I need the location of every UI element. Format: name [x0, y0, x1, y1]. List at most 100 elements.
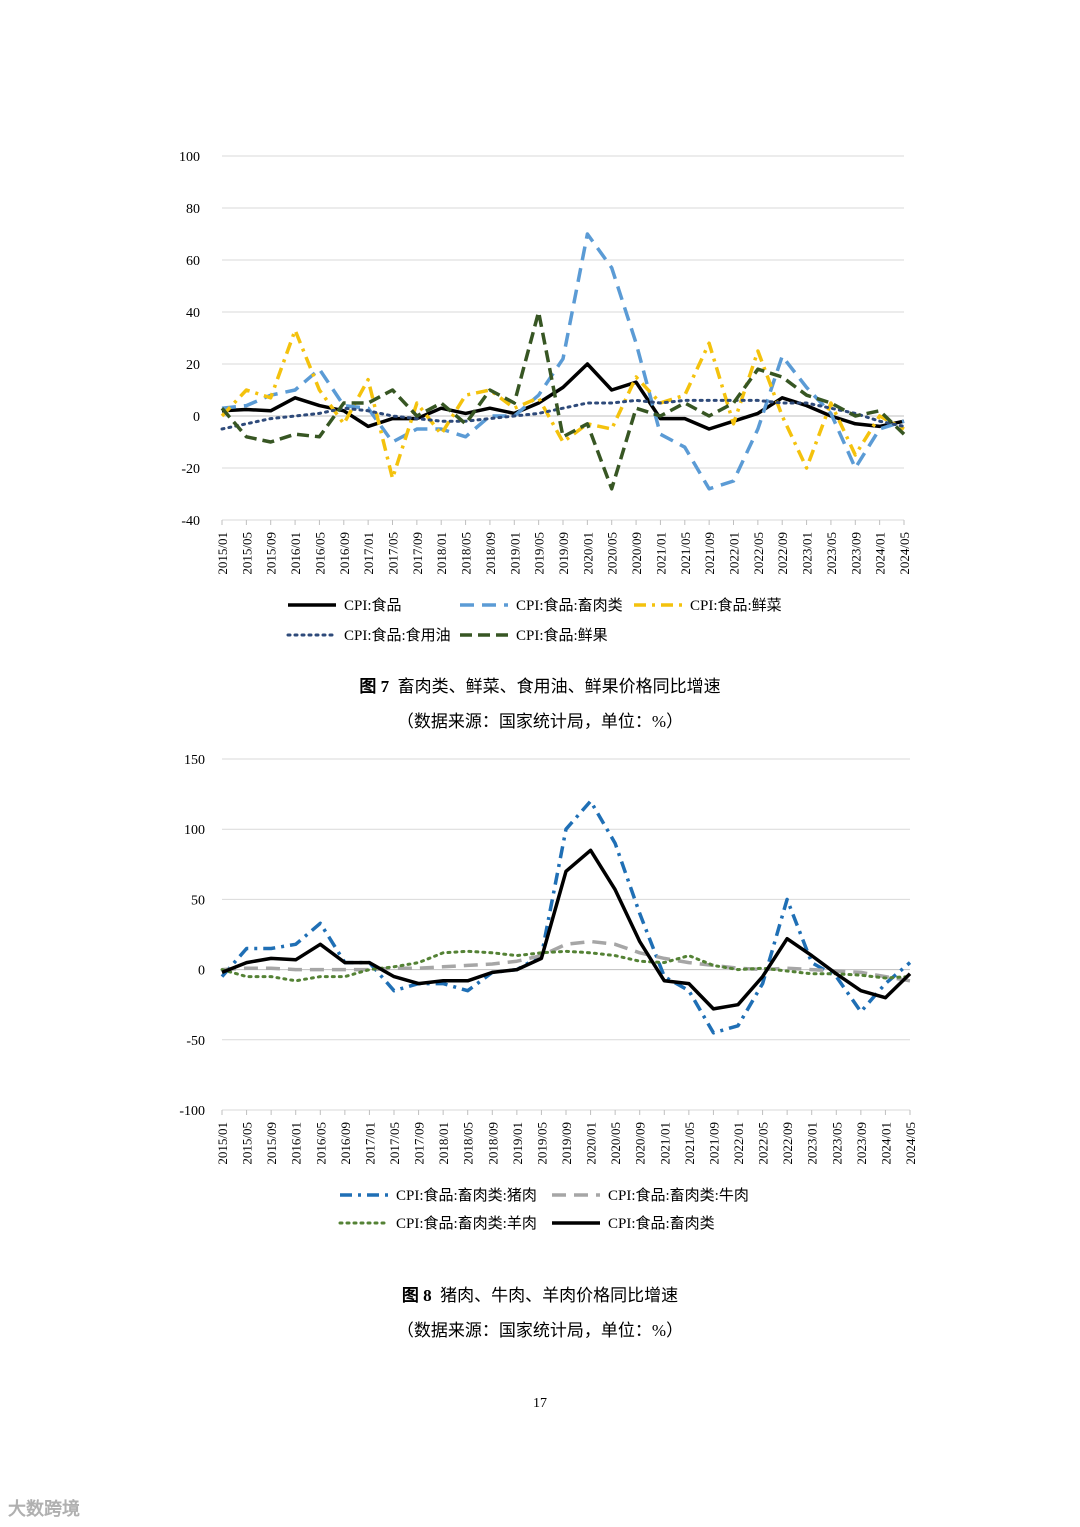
y-tick-label: 20 — [186, 358, 200, 373]
figure-8-title: 猪肉、牛肉、羊肉价格同比增速 — [440, 1286, 679, 1305]
x-tick-label: 2016/01 — [289, 1122, 304, 1165]
x-tick-label: 2018/05 — [459, 532, 474, 575]
x-tick-label: 2018/09 — [485, 1122, 500, 1165]
x-tick-label: 2020/05 — [605, 532, 620, 575]
x-tick-label: 2016/09 — [338, 1122, 353, 1165]
x-tick-label: 2022/09 — [775, 532, 790, 575]
x-tick-label: 2019/01 — [507, 532, 522, 575]
x-tick-label: 2015/01 — [215, 1122, 230, 1165]
x-tick-label: 2018/09 — [483, 532, 498, 575]
y-tick-label: -40 — [181, 514, 200, 529]
x-tick-label: 2020/09 — [629, 532, 644, 575]
watermark-logo: 大数跨境 — [8, 1499, 80, 1519]
x-tick-label: 2016/05 — [312, 532, 327, 575]
legend-label: CPI:食品:食用油 — [344, 627, 451, 644]
y-tick-label: 0 — [198, 964, 205, 979]
x-tick-label: 2020/05 — [608, 1122, 623, 1165]
x-tick-label: 2022/05 — [756, 1122, 771, 1165]
chart-figure-7: -40 -20 0 20 40 60 80 100 2015/01 2015/05 2015/09 2… — [179, 150, 912, 644]
x-tick-label: 2023/01 — [800, 532, 815, 575]
x-tick-label: 2022/01 — [727, 532, 742, 575]
series-line-3 — [220, 328, 905, 481]
legend-label: CPI:食品:鲜菜 — [690, 597, 782, 614]
x-tick-label: 2021/09 — [702, 532, 717, 575]
y-tick-label: -20 — [181, 462, 200, 477]
x-tick-label: 2015/09 — [264, 1122, 279, 1165]
x-tick-label: 2015/01 — [215, 532, 230, 575]
x-tick-label: 2015/09 — [264, 532, 279, 575]
x-tick-label: 2023/09 — [854, 1122, 869, 1165]
x-tick-label: 2024/01 — [873, 532, 888, 575]
x-tick-label: 2021/05 — [682, 1122, 697, 1165]
x-tick-label: 2017/01 — [361, 532, 376, 575]
figure-7-source: （数据来源：国家统计局，单位：%） — [396, 712, 684, 731]
x-tick-label: 2023/01 — [805, 1122, 820, 1165]
x-tick-label: 2019/09 — [559, 1122, 574, 1165]
legend-label: CPI:食品 — [344, 597, 402, 614]
series-line-2 — [221, 939, 911, 983]
x-tick-label: 2017/01 — [362, 1122, 377, 1165]
x-tick-label: 2016/05 — [313, 1122, 328, 1165]
figure-7-number: 图 7 — [359, 677, 390, 696]
figure-7-title: 畜肉类、鲜菜、食用油、鲜果价格同比增速 — [397, 677, 721, 696]
x-tick-label: 2019/01 — [510, 1122, 525, 1165]
x-tick-label: 2020/09 — [633, 1122, 648, 1165]
y-tick-label: 40 — [186, 306, 200, 321]
x-tick-label: 2020/01 — [584, 1122, 599, 1165]
legend-label: CPI:食品:畜肉类:羊肉 — [396, 1215, 537, 1232]
x-tick-label: 2018/01 — [436, 1122, 451, 1165]
x-tick-label: 2024/01 — [878, 1122, 893, 1165]
x-tick-label: 2017/05 — [386, 532, 401, 575]
y-tick-label: 80 — [186, 202, 200, 217]
x-tick-label: 2017/09 — [410, 532, 425, 575]
x-tick-label: 2023/05 — [829, 1122, 844, 1165]
x-tick-label: 2017/05 — [387, 1122, 402, 1165]
series-line-2 — [221, 232, 905, 491]
x-tick-label: 2019/05 — [534, 1122, 549, 1165]
x-tick-label: 2015/05 — [239, 532, 254, 575]
x-tick-label: 2019/09 — [556, 532, 571, 575]
page-number: 17 — [533, 1396, 547, 1411]
x-tick-label: 2023/09 — [848, 532, 863, 575]
x-tick-label: 2018/01 — [434, 532, 449, 575]
legend-label: CPI:食品:畜肉类 — [608, 1215, 715, 1232]
series-line-3 — [220, 949, 912, 983]
y-tick-label: 60 — [186, 254, 200, 269]
legend-label: CPI:食品:畜肉类 — [516, 597, 623, 614]
x-tick-label: 2020/01 — [580, 532, 595, 575]
x-tick-label: 2024/05 — [897, 532, 912, 575]
y-tick-label: 100 — [179, 150, 200, 165]
x-tick-label: 2022/01 — [731, 1122, 746, 1165]
y-tick-label: -100 — [179, 1104, 205, 1119]
x-tick-label: 2023/05 — [824, 532, 839, 575]
x-tick-label: 2019/05 — [532, 532, 547, 575]
legend-label: CPI:食品:畜肉类:猪肉 — [396, 1187, 537, 1204]
y-tick-label: 100 — [184, 823, 205, 838]
legend-label: CPI:食品:鲜果 — [516, 627, 608, 644]
x-tick-label: 2017/09 — [412, 1122, 427, 1165]
x-tick-label: 2021/01 — [653, 532, 668, 575]
series-line-4 — [220, 398, 906, 431]
legend-label: CPI:食品:畜肉类:牛肉 — [608, 1187, 749, 1204]
x-tick-label: 2021/05 — [678, 532, 693, 575]
y-tick-label: 0 — [193, 410, 200, 425]
figure-7-caption: 图 7 畜肉类、鲜菜、食用油、鲜果价格同比增速 — [0, 672, 1080, 697]
figure-8-number: 图 8 — [401, 1286, 432, 1305]
x-tick-label: 2015/05 — [240, 1122, 255, 1165]
chart-figure-8: -100 -50 0 50 100 150 2015/01 2015/05 2015/09 201… — [179, 753, 918, 1232]
x-tick-label: 2024/05 — [903, 1122, 918, 1165]
series-line-4 — [221, 848, 912, 1011]
x-tick-label: 2022/05 — [751, 532, 766, 575]
y-tick-label: 50 — [191, 893, 205, 908]
y-tick-label: -50 — [186, 1034, 205, 1049]
y-tick-label: 150 — [184, 753, 205, 768]
series-line-1 — [221, 362, 905, 431]
x-tick-label: 2016/09 — [337, 532, 352, 575]
series-line-5 — [220, 310, 906, 491]
figure-8-caption: 图 8 猪肉、牛肉、羊肉价格同比增速 — [0, 1281, 1080, 1306]
x-tick-label: 2018/05 — [461, 1122, 476, 1165]
figure-8-source: （数据来源：国家统计局，单位：%） — [396, 1321, 684, 1340]
x-tick-label: 2016/01 — [288, 532, 303, 575]
x-tick-label: 2021/09 — [706, 1122, 721, 1165]
series-line-1 — [220, 799, 912, 1035]
